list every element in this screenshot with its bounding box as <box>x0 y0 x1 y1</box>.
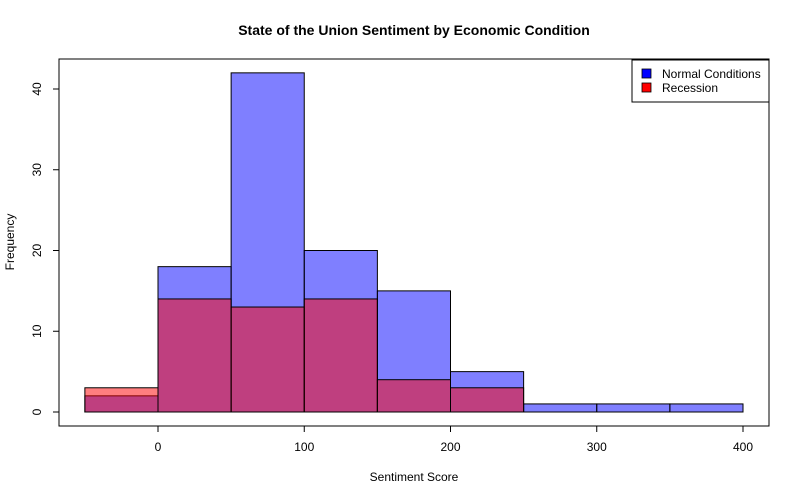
bars-layer <box>84 72 744 413</box>
bar-recession-4 <box>376 379 451 413</box>
x-tick-label-1: 100 <box>294 440 314 454</box>
legend-entry-normal: Normal Conditions <box>662 67 761 81</box>
y-axis-label: Frequency <box>3 214 17 271</box>
x-axis: 0 100 200 300 400 <box>155 425 753 454</box>
bar-recession-1 <box>157 298 232 413</box>
bar-recession-0 <box>84 387 159 413</box>
y-tick-label-3: 30 <box>30 163 44 177</box>
bar-recession-5 <box>450 387 525 413</box>
x-tick-label-2: 200 <box>440 440 460 454</box>
legend-swatch-recession <box>641 82 652 93</box>
bar-normal-7 <box>596 403 671 413</box>
legend: Normal Conditions Recession <box>631 59 770 103</box>
legend-entry-recession: Recession <box>662 81 718 95</box>
y-tick-label-1: 10 <box>30 324 44 338</box>
x-tick-label-3: 300 <box>587 440 607 454</box>
y-tick-label-4: 40 <box>30 82 44 96</box>
bar-recession-2 <box>230 306 305 413</box>
bar-normal-6 <box>523 403 598 413</box>
y-axis: 0 10 20 30 40 <box>30 82 60 415</box>
bar-recession-3 <box>303 298 378 413</box>
x-tick-label-0: 0 <box>155 440 162 454</box>
legend-box <box>631 59 770 103</box>
x-axis-label: Sentiment Score <box>370 470 459 484</box>
bar-normal-8 <box>669 403 744 413</box>
x-tick-label-4: 400 <box>733 440 753 454</box>
legend-swatch-normal <box>641 68 652 79</box>
y-tick-label-0: 0 <box>30 408 44 415</box>
y-tick-label-2: 20 <box>30 244 44 258</box>
chart-title: State of the Union Sentiment by Economic… <box>238 22 590 38</box>
